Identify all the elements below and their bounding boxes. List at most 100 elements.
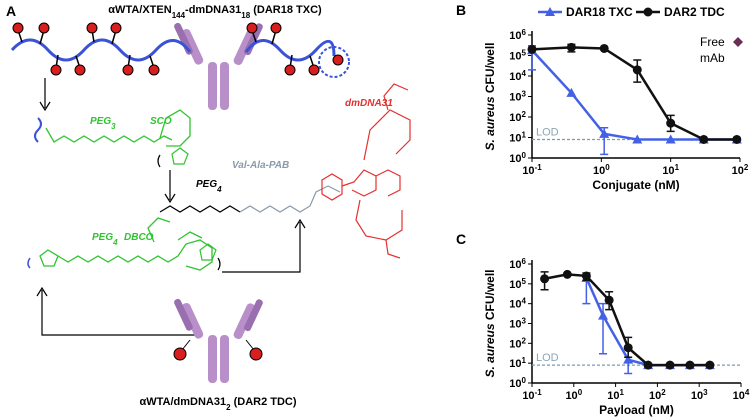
x-tick-label: 101: [662, 163, 679, 178]
text-part: S. aureus: [483, 96, 497, 150]
x-tick-label: 10-1: [522, 388, 542, 403]
text-part: 2: [226, 403, 231, 412]
panel-a-texts: A αWTA/XTEN144-dmDNA3118 (DAR18 TXC) PEG…: [6, 3, 393, 412]
annotation-marker: [733, 37, 743, 47]
linker-label: Val-Ala-PAB: [232, 160, 289, 171]
annotation: mAb: [700, 51, 725, 65]
triazole: [171, 147, 189, 165]
peg-label: PEG4: [92, 232, 118, 247]
x-tick-label: 102: [732, 163, 749, 178]
peg4-linker: [159, 205, 241, 213]
peg-label: PEG4: [196, 179, 222, 194]
text-part: CFU/well: [483, 269, 497, 323]
y-tick-label: 104: [509, 296, 526, 311]
arrow: [36, 286, 196, 336]
x-axis-label: Conjugate (nM): [592, 178, 679, 192]
marker: [599, 128, 610, 138]
series-line: [585, 277, 710, 367]
y-tick-label: 101: [509, 356, 526, 371]
payloads-top: [17, 29, 315, 69]
panel-a-drawing: [10, 22, 411, 383]
antibody-bottom: [174, 298, 263, 383]
construct-label: αWTA/dmDNA312 (DAR2 TDC): [139, 396, 296, 412]
legend-marker: [643, 7, 653, 17]
text-part: 4: [112, 238, 118, 247]
legend-label: DAR18 TXC: [566, 5, 633, 19]
marker: [581, 271, 591, 281]
marker: [632, 65, 642, 75]
text-part: 4: [216, 185, 222, 194]
text-part: S. aureus: [483, 323, 497, 377]
annotation: Free: [700, 35, 725, 49]
x-tick-label: 100: [565, 388, 582, 403]
legend-label: DAR2 TDC: [664, 5, 725, 19]
val-ala-pab: [239, 185, 341, 213]
construct-label: αWTA/XTEN144-dmDNA3118 (DAR18 TXC): [108, 4, 322, 20]
text-part: 18: [241, 11, 250, 20]
marker: [598, 310, 609, 320]
text-part: 3: [111, 122, 116, 131]
marker: [599, 43, 609, 53]
dbco-label: DBCO: [124, 232, 154, 243]
marker: [732, 134, 742, 144]
y-tick-label: 100: [509, 376, 526, 391]
x-tick-label: 102: [649, 388, 666, 403]
legend-marker: [545, 7, 555, 16]
y-tick-label: 103: [509, 89, 526, 104]
arrow: [164, 170, 176, 204]
payload-balls-bottom: [173, 339, 263, 361]
x-tick-label: 103: [691, 388, 708, 403]
panel-letter: B: [456, 2, 466, 18]
text-part: αWTA/dmDNA31: [139, 396, 226, 408]
marker: [540, 274, 550, 284]
y-tick-label: 106: [509, 257, 526, 272]
peg-label: PEG3: [90, 116, 116, 131]
y-tick-label: 106: [509, 28, 526, 43]
y-tick-label: 103: [509, 316, 526, 331]
chain-stub: [34, 117, 42, 143]
y-tick-label: 102: [509, 110, 526, 125]
xten-chain: [10, 38, 336, 62]
text-part: CFU/well: [483, 42, 497, 96]
marker: [666, 118, 676, 128]
x-tick-label: 104: [733, 388, 750, 403]
dmdna31-structure: [321, 83, 411, 259]
y-tick-label: 102: [509, 336, 526, 351]
y-tick-label: 101: [509, 130, 526, 145]
text-part: -dmDNA31: [185, 4, 241, 16]
text-part: PEG: [196, 179, 217, 190]
payload-balls-top: [12, 22, 344, 76]
chain-stub: [27, 257, 31, 269]
marker: [566, 87, 577, 97]
text-part: 144: [172, 11, 186, 20]
marker: [705, 360, 715, 370]
payload-label: dmDNA31: [345, 98, 393, 109]
panel-letter: C: [456, 231, 466, 247]
marker: [699, 134, 709, 144]
arrow: [39, 78, 51, 112]
sco-label: SCO: [150, 116, 172, 127]
y-axis-label: S. aureus CFU/well: [483, 42, 497, 150]
text-part: (DAR18 TXC): [250, 4, 322, 16]
marker: [665, 360, 675, 370]
panel-letter: A: [6, 3, 16, 19]
highlight-circle: [318, 46, 350, 78]
triazole: [199, 243, 217, 261]
y-axis-label: S. aureus CFU/well: [483, 269, 497, 377]
marker: [604, 295, 614, 305]
lod-label: LOD: [536, 126, 559, 138]
text-part: αWTA/XTEN: [108, 4, 171, 16]
x-tick-label: 10-1: [522, 163, 542, 178]
text-part: (DAR2 TDC): [231, 396, 297, 408]
marker: [562, 269, 572, 279]
arrow: [222, 218, 306, 273]
bracket: [217, 257, 221, 271]
marker: [623, 354, 634, 364]
marker: [527, 44, 537, 54]
marker: [623, 343, 633, 353]
antibody-top: [174, 22, 263, 110]
text-part: PEG: [90, 116, 111, 127]
x-axis-label: Payload (nM): [599, 403, 674, 417]
